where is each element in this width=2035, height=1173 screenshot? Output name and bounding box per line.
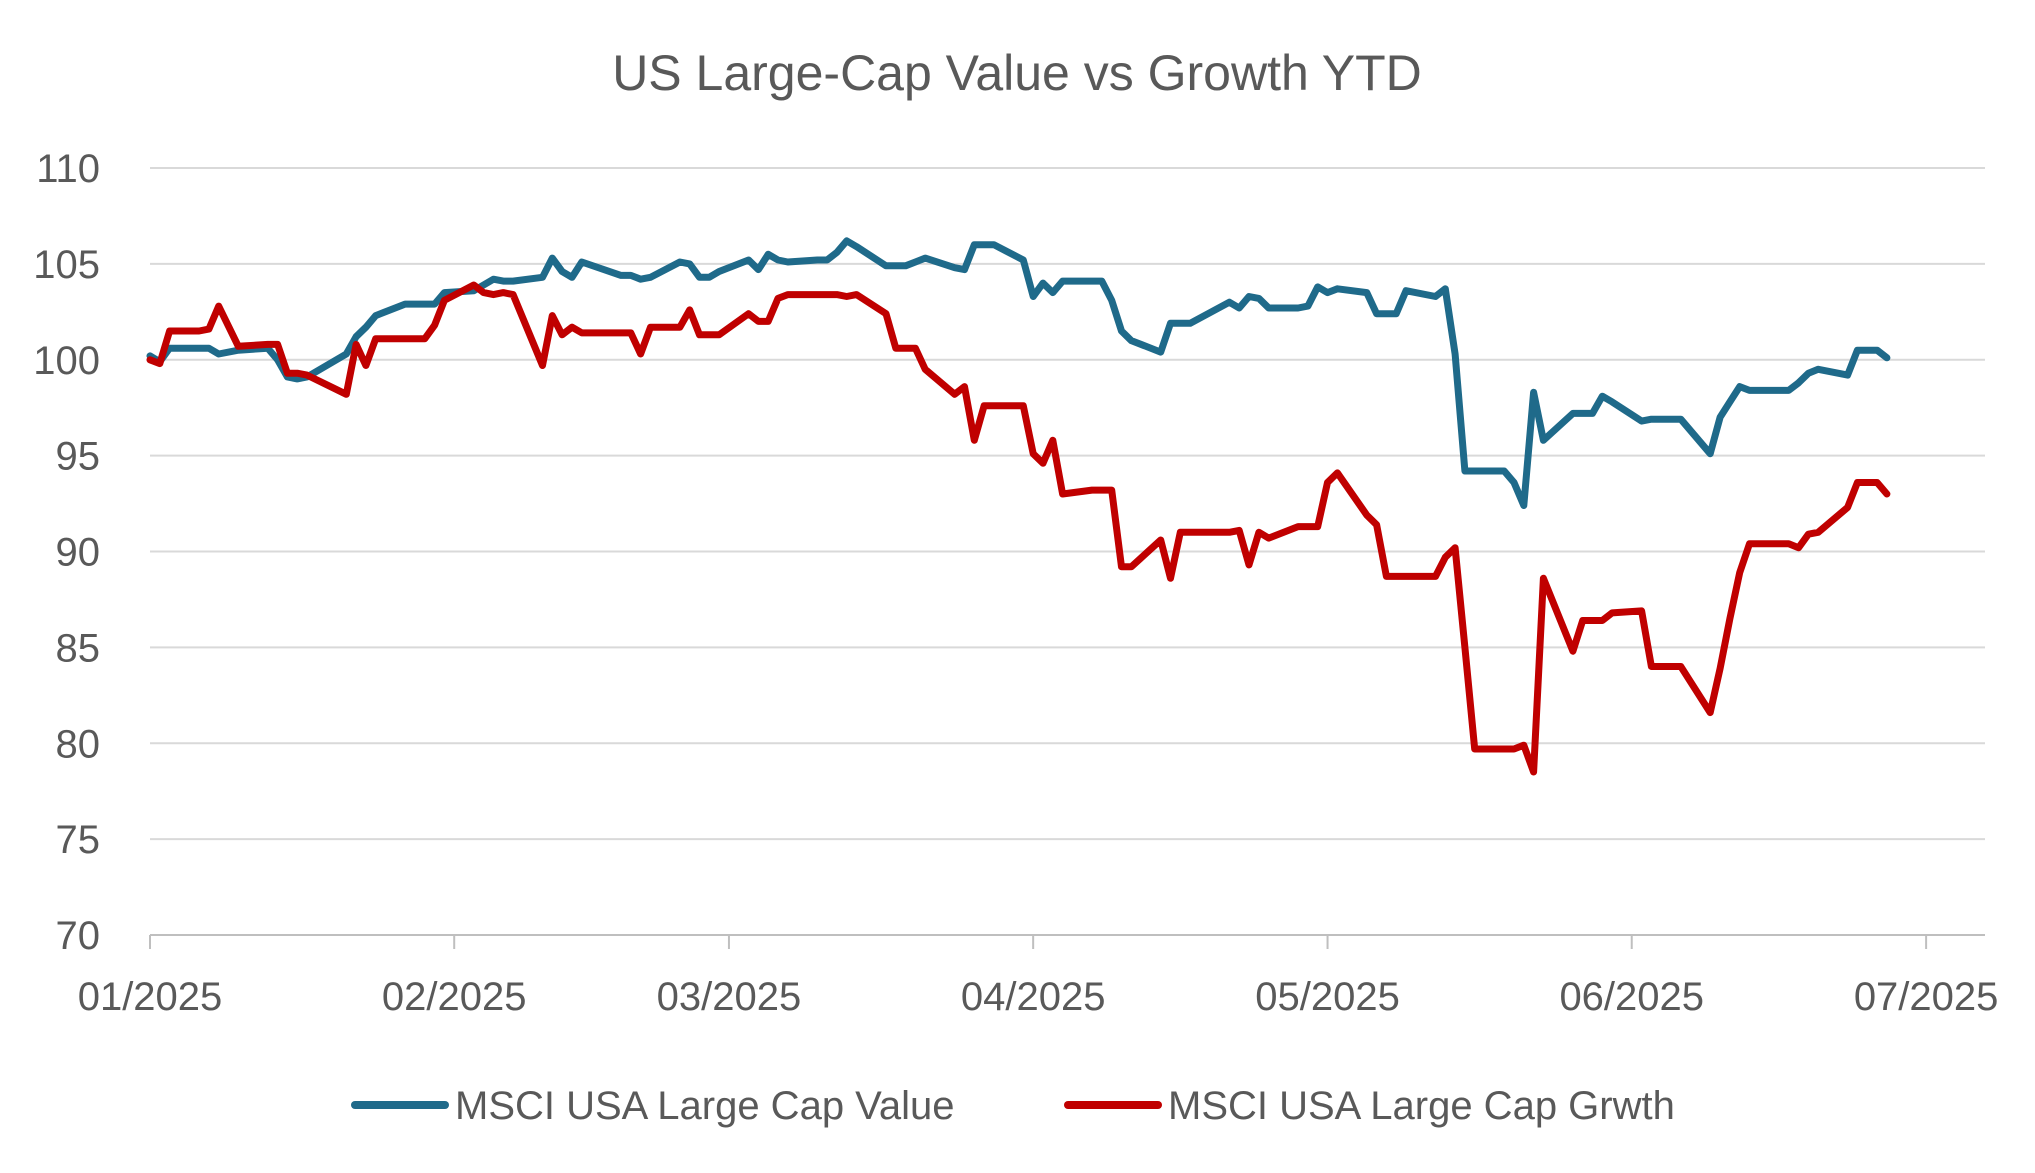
series-line-value	[146, 237, 1891, 509]
x-tick-label: 01/2025	[78, 975, 223, 1019]
x-tick-label: 05/2025	[1255, 975, 1400, 1019]
legend-label-growth: MSCI USA Large Cap Grwth	[1168, 1084, 1675, 1128]
x-tick-label: 04/2025	[961, 975, 1106, 1019]
x-tick-label: 02/2025	[382, 975, 527, 1019]
chart-title: US Large-Cap Value vs Growth YTD	[612, 45, 1422, 101]
x-tick-label: 03/2025	[657, 975, 802, 1019]
gridlines	[150, 167, 1985, 841]
x-axis	[149, 934, 1985, 949]
y-tick-label: 75	[56, 818, 101, 862]
legend: MSCI USA Large Cap Value MSCI USA Large …	[351, 1084, 1675, 1128]
y-axis-tick-labels: 70 75 80 85 90 95 100 105 110	[33, 147, 100, 958]
y-tick-label: 105	[33, 243, 100, 287]
x-tick-label: 07/2025	[1854, 975, 1999, 1019]
x-axis-tick-labels: 01/2025 02/2025 03/2025 04/2025 05/2025 06/20…	[78, 975, 1999, 1019]
y-tick-label: 90	[56, 531, 101, 575]
legend-item-growth: MSCI USA Large Cap Grwth	[1064, 1084, 1675, 1128]
legend-item-value: MSCI USA Large Cap Value	[351, 1084, 955, 1128]
x-tick-label: 06/2025	[1559, 975, 1704, 1019]
y-tick-label: 80	[56, 722, 101, 766]
y-tick-label: 85	[56, 626, 101, 670]
y-tick-label: 100	[33, 339, 100, 383]
y-tick-label: 110	[36, 147, 100, 191]
legend-label-value: MSCI USA Large Cap Value	[455, 1084, 955, 1128]
series-lines	[146, 237, 1891, 776]
series-line-growth	[146, 281, 1891, 776]
y-tick-label: 95	[56, 435, 101, 479]
y-tick-label: 70	[56, 914, 101, 958]
